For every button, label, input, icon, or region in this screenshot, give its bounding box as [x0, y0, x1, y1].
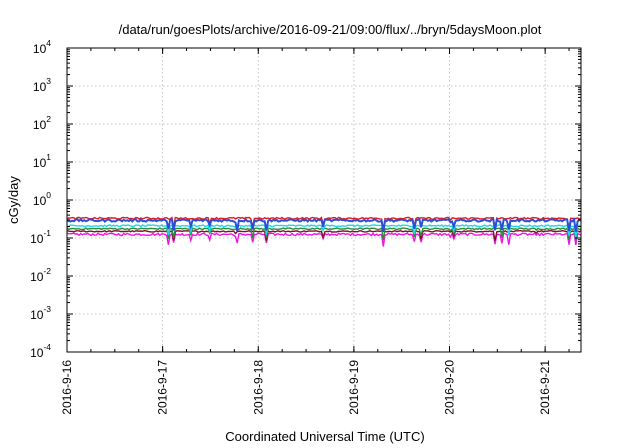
series-line	[66, 229, 582, 242]
x-tick-label: 2016-9-16	[60, 360, 74, 415]
x-tick-label: 2016-9-21	[538, 360, 552, 415]
series-layer	[66, 216, 582, 247]
y-tick-label: 100	[33, 190, 51, 208]
grid-lines	[67, 48, 581, 352]
x-tick-labels: 2016-9-16 2016-9-17 2016-9-18 2016-9-19 2016…	[60, 360, 552, 415]
y-tick-label: 10-3	[30, 304, 51, 322]
x-tick-label: 2016-9-20	[443, 360, 457, 415]
y-axis-label: cGy/day	[6, 176, 21, 224]
x-tick-label: 2016-9-17	[156, 360, 170, 415]
axis-ticks	[66, 47, 581, 353]
x-tick-label: 2016-9-18	[251, 360, 265, 415]
series-line	[66, 217, 582, 232]
x-tick-label: 2016-9-19	[347, 360, 361, 415]
y-tick-label: 10-4	[30, 342, 51, 360]
x-axis-label: Coordinated Universal Time (UTC)	[225, 429, 424, 444]
y-tick-label: 103	[33, 76, 51, 94]
y-tick-label: 10-1	[30, 228, 51, 246]
chart-title: /data/run/goesPlots/archive/2016-09-21/0…	[119, 22, 542, 37]
y-tick-labels: 104 103 102 101 100 10-1 10-2 10-3 10-4	[30, 38, 51, 360]
y-tick-label: 102	[33, 114, 51, 132]
y-tick-label: 104	[33, 38, 51, 56]
y-tick-label: 10-2	[30, 266, 51, 284]
y-tick-label: 101	[33, 152, 51, 170]
